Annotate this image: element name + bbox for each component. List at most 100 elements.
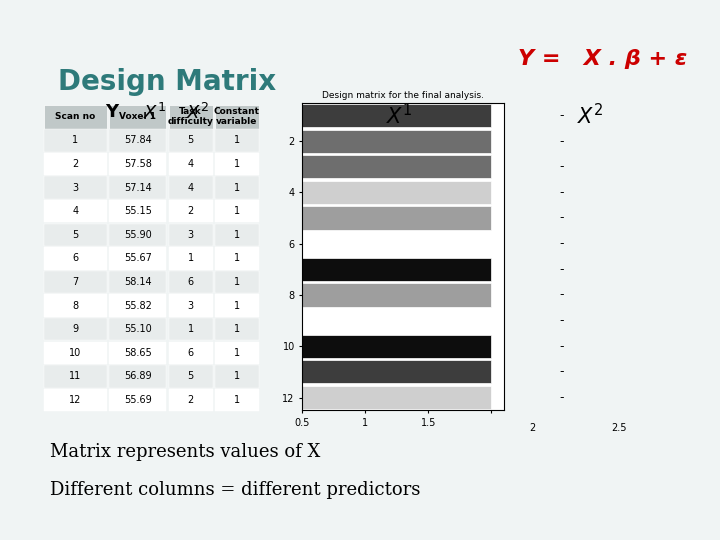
Text: 2: 2 xyxy=(187,395,194,405)
Text: 1: 1 xyxy=(234,395,240,405)
FancyBboxPatch shape xyxy=(168,294,212,317)
FancyBboxPatch shape xyxy=(109,177,166,199)
FancyBboxPatch shape xyxy=(109,200,166,222)
FancyBboxPatch shape xyxy=(109,224,166,246)
Text: 58.65: 58.65 xyxy=(124,348,151,358)
Text: 1: 1 xyxy=(234,324,240,334)
Text: -: - xyxy=(559,263,564,276)
FancyBboxPatch shape xyxy=(45,342,107,364)
Text: 1: 1 xyxy=(234,159,240,169)
Text: -: - xyxy=(559,109,564,122)
FancyBboxPatch shape xyxy=(215,105,258,129)
Bar xyxy=(302,232,491,255)
FancyBboxPatch shape xyxy=(215,200,258,222)
FancyBboxPatch shape xyxy=(109,153,166,176)
Text: 11: 11 xyxy=(69,372,81,381)
Bar xyxy=(302,104,491,127)
FancyBboxPatch shape xyxy=(109,247,166,269)
FancyBboxPatch shape xyxy=(109,129,166,152)
FancyBboxPatch shape xyxy=(109,105,166,129)
FancyBboxPatch shape xyxy=(109,342,166,364)
Text: 57.58: 57.58 xyxy=(124,159,152,169)
Text: -: - xyxy=(559,314,564,327)
FancyBboxPatch shape xyxy=(168,129,212,152)
FancyBboxPatch shape xyxy=(215,247,258,269)
Text: 6: 6 xyxy=(188,277,194,287)
Text: 1: 1 xyxy=(234,372,240,381)
Text: 9: 9 xyxy=(73,324,78,334)
Text: -: - xyxy=(559,366,564,379)
Text: Different columns = different predictors: Different columns = different predictors xyxy=(50,481,420,498)
Text: $X^1$: $X^1$ xyxy=(387,103,413,128)
FancyBboxPatch shape xyxy=(45,247,107,269)
Text: Y: Y xyxy=(105,103,118,120)
FancyBboxPatch shape xyxy=(215,365,258,388)
Text: 12: 12 xyxy=(69,395,81,405)
FancyBboxPatch shape xyxy=(168,200,212,222)
FancyBboxPatch shape xyxy=(168,224,212,246)
Text: 1: 1 xyxy=(234,183,240,193)
Text: -: - xyxy=(559,186,564,199)
FancyBboxPatch shape xyxy=(215,294,258,317)
Text: 3: 3 xyxy=(73,183,78,193)
Text: 8: 8 xyxy=(73,301,78,310)
FancyBboxPatch shape xyxy=(45,105,107,129)
Text: Task
difficulty: Task difficulty xyxy=(168,107,214,126)
Bar xyxy=(302,360,491,383)
Text: 1: 1 xyxy=(234,206,240,216)
Text: 6: 6 xyxy=(188,348,194,358)
FancyBboxPatch shape xyxy=(45,153,107,176)
FancyBboxPatch shape xyxy=(168,342,212,364)
Text: 55.82: 55.82 xyxy=(124,301,152,310)
FancyBboxPatch shape xyxy=(215,389,258,411)
Text: 1: 1 xyxy=(234,301,240,310)
Text: 56.89: 56.89 xyxy=(124,372,151,381)
FancyBboxPatch shape xyxy=(45,294,107,317)
Text: $X^2$: $X^2$ xyxy=(186,103,210,123)
Text: 58.14: 58.14 xyxy=(124,277,151,287)
FancyBboxPatch shape xyxy=(168,105,212,129)
FancyBboxPatch shape xyxy=(45,389,107,411)
Text: 57.14: 57.14 xyxy=(124,183,151,193)
Text: Scan no: Scan no xyxy=(55,112,96,122)
Text: $X^2$: $X^2$ xyxy=(577,103,603,128)
Text: -: - xyxy=(559,160,564,173)
Bar xyxy=(302,284,491,307)
Bar xyxy=(302,335,491,358)
FancyBboxPatch shape xyxy=(168,177,212,199)
FancyBboxPatch shape xyxy=(109,271,166,293)
Text: -: - xyxy=(559,237,564,250)
Text: 2.5: 2.5 xyxy=(611,423,627,433)
Text: 3: 3 xyxy=(188,230,194,240)
FancyBboxPatch shape xyxy=(109,318,166,341)
Text: 4: 4 xyxy=(188,183,194,193)
FancyBboxPatch shape xyxy=(45,318,107,341)
FancyBboxPatch shape xyxy=(215,129,258,152)
Text: 1: 1 xyxy=(234,277,240,287)
Text: 55.15: 55.15 xyxy=(124,206,152,216)
Bar xyxy=(302,181,491,204)
Text: -: - xyxy=(559,212,564,225)
Text: 6: 6 xyxy=(73,253,78,264)
FancyBboxPatch shape xyxy=(168,153,212,176)
Text: 2: 2 xyxy=(530,423,536,433)
FancyBboxPatch shape xyxy=(215,153,258,176)
Text: 55.90: 55.90 xyxy=(124,230,151,240)
Text: 5: 5 xyxy=(187,136,194,145)
FancyBboxPatch shape xyxy=(45,365,107,388)
Text: 4: 4 xyxy=(73,206,78,216)
Text: 3: 3 xyxy=(188,301,194,310)
Text: Y =   X . β + ε: Y = X . β + ε xyxy=(518,49,688,69)
Text: 1: 1 xyxy=(188,253,194,264)
Text: 55.10: 55.10 xyxy=(124,324,151,334)
Bar xyxy=(302,386,491,409)
Text: Matrix represents values of X: Matrix represents values of X xyxy=(50,443,321,461)
Text: Design Matrix: Design Matrix xyxy=(58,68,276,96)
Text: 1: 1 xyxy=(234,136,240,145)
FancyBboxPatch shape xyxy=(168,247,212,269)
Text: 5: 5 xyxy=(187,372,194,381)
Bar xyxy=(302,155,491,178)
FancyBboxPatch shape xyxy=(215,271,258,293)
Text: 1: 1 xyxy=(188,324,194,334)
Text: Constant
variable: Constant variable xyxy=(214,107,260,126)
